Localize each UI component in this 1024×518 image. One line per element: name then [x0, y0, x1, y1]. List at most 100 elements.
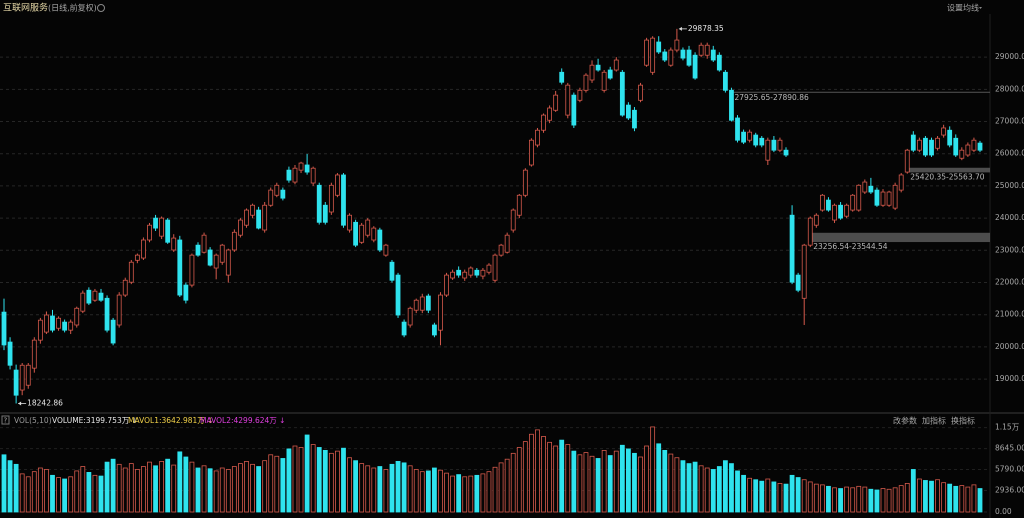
candle-body: [225, 249, 231, 276]
volume-bar: [819, 484, 825, 513]
candle-body: [292, 167, 298, 183]
candle-body: [662, 51, 668, 61]
candle-body: [365, 219, 371, 236]
volume-bar: [225, 469, 231, 513]
volume-bar: [56, 477, 61, 513]
volume-bar: [838, 488, 843, 513]
candle-body: [110, 319, 116, 344]
candle-body: [832, 204, 837, 221]
candle-body: [638, 84, 643, 101]
volume-bar: [353, 460, 359, 513]
candle-body: [613, 59, 619, 71]
legend-entry: VOLUME:3199.753万 ↓: [52, 416, 138, 425]
volume-bar: [92, 474, 98, 513]
candle-body: [280, 189, 286, 199]
volume-bar: [892, 487, 898, 513]
tool-button[interactable]: 改参数: [893, 416, 917, 426]
volume-bar: [613, 450, 619, 513]
ma-settings[interactable]: 设置均线: [947, 3, 979, 13]
y-tick-label: 2936.00: [995, 485, 1024, 494]
volume-bar: [347, 457, 352, 513]
candle-body: [159, 217, 165, 237]
volume-bar: [807, 481, 813, 513]
settings-icon[interactable]: [97, 4, 105, 12]
candle-body: [965, 144, 971, 156]
candle-body: [650, 37, 656, 73]
volume-bar: [395, 460, 401, 513]
candle-body: [274, 184, 280, 196]
gap-band: [812, 232, 990, 243]
candle-body: [25, 364, 31, 386]
volume-bar: [510, 452, 516, 513]
volume-bar: [1, 454, 7, 513]
volume-bar: [389, 463, 395, 513]
volume-bar: [322, 449, 328, 513]
candle-body: [7, 341, 13, 366]
volume-bar: [607, 455, 613, 513]
tool-button[interactable]: 换指标: [951, 416, 975, 426]
volume-bar: [504, 458, 510, 513]
candle-body: [874, 189, 880, 206]
volume-bar: [401, 462, 407, 513]
gap-label: 27925.65-27890.86: [734, 93, 809, 102]
volume-bar: [128, 463, 134, 513]
candle-body: [783, 149, 789, 156]
volume-bar: [153, 465, 158, 513]
candle-body: [250, 204, 255, 216]
candle-body: [601, 71, 607, 91]
candle-body: [207, 249, 213, 266]
candle-body: [19, 364, 25, 391]
tool-button[interactable]: 加指标: [922, 416, 946, 426]
candle-body: [904, 149, 910, 173]
candle-body: [462, 271, 468, 279]
volume-bar: [686, 463, 692, 513]
volume-bar: [977, 488, 983, 513]
volume-bar: [516, 447, 522, 513]
help-box[interactable]: [1, 415, 10, 425]
y-tick-label: 20000.00: [995, 342, 1024, 351]
candle-body: [674, 39, 680, 51]
candle-body: [165, 219, 171, 243]
candle-body: [553, 94, 559, 111]
candle-body: [941, 127, 947, 136]
candle-body: [268, 189, 274, 206]
volume-bar: [341, 447, 346, 513]
volume-bar: [789, 474, 795, 513]
dropdown-arrow[interactable]: [979, 7, 982, 9]
extreme-label: 29878.35: [688, 24, 724, 33]
volume-bar: [559, 439, 565, 513]
volume-bar: [577, 454, 583, 513]
candle-body: [632, 109, 637, 129]
volume-bar: [438, 469, 443, 513]
candle-body: [583, 74, 589, 91]
candle-body: [826, 199, 831, 211]
stock-subtitle: (日线,前复权): [48, 3, 97, 13]
volume-bar: [231, 466, 237, 513]
volume-bar: [371, 467, 377, 513]
volume-bar: [238, 463, 243, 513]
volume-bar: [310, 444, 316, 513]
volume-bar: [74, 470, 80, 513]
candle-body: [86, 289, 92, 304]
candle-body: [771, 139, 777, 151]
candle-body: [456, 269, 462, 276]
candle-body: [116, 294, 122, 326]
y-tick-label: 21000.00: [995, 310, 1024, 319]
volume-bar: [62, 478, 68, 513]
candle-body: [850, 194, 856, 211]
volume-bar: [698, 465, 704, 513]
candle-body: [419, 296, 425, 311]
volume-bar: [759, 480, 765, 513]
volume-bar: [207, 468, 213, 513]
candle-body: [335, 174, 340, 196]
help-mark[interactable]: ?: [4, 417, 8, 425]
candle-body: [438, 294, 443, 331]
candle-body: [747, 131, 753, 141]
candle-body: [56, 317, 61, 329]
volume-bar: [850, 487, 856, 513]
candle-body: [953, 137, 959, 156]
candle-body: [328, 184, 334, 213]
volume-bar: [741, 474, 746, 513]
candle-body: [401, 321, 407, 336]
